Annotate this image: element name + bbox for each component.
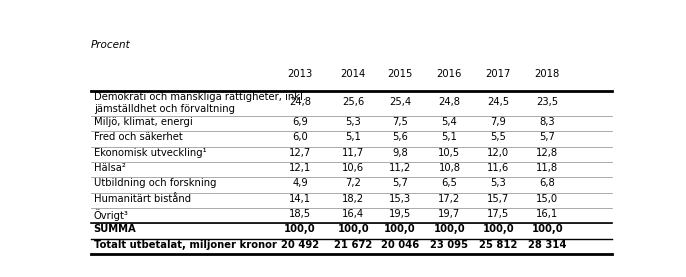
Text: 5,3: 5,3 <box>345 117 361 127</box>
Text: 25 812: 25 812 <box>479 240 517 250</box>
Text: 11,7: 11,7 <box>342 148 364 158</box>
Text: SUMMA: SUMMA <box>94 224 137 234</box>
Text: Humanitärt bistånd: Humanitärt bistånd <box>94 194 191 204</box>
Text: 2015: 2015 <box>388 70 413 79</box>
Text: 5,6: 5,6 <box>392 132 408 142</box>
Text: 12,0: 12,0 <box>487 148 510 158</box>
Text: 18,5: 18,5 <box>289 209 311 219</box>
Text: 100,0: 100,0 <box>384 224 416 234</box>
Text: 2014: 2014 <box>340 70 366 79</box>
Text: 17,5: 17,5 <box>487 209 510 219</box>
Text: Övrigt³: Övrigt³ <box>94 209 128 221</box>
Text: 100,0: 100,0 <box>338 224 369 234</box>
Text: 15,7: 15,7 <box>487 194 510 204</box>
Text: 23 095: 23 095 <box>430 240 469 250</box>
Text: 10,6: 10,6 <box>342 163 364 173</box>
Text: 6,0: 6,0 <box>292 132 308 142</box>
Text: 100,0: 100,0 <box>284 224 316 234</box>
Text: 8,3: 8,3 <box>539 117 555 127</box>
Text: Demokrati och mänskliga rättigheter, inkl.: Demokrati och mänskliga rättigheter, ink… <box>94 92 306 102</box>
Text: 28 314: 28 314 <box>528 240 567 250</box>
Text: 6,5: 6,5 <box>442 178 458 188</box>
Text: 9,8: 9,8 <box>392 148 408 158</box>
Text: 12,1: 12,1 <box>289 163 311 173</box>
Text: Miljö, klimat, energi: Miljö, klimat, energi <box>94 117 193 127</box>
Text: 2013: 2013 <box>287 70 313 79</box>
Text: jämställdhet och förvaltning: jämställdhet och förvaltning <box>94 104 235 114</box>
Text: 5,4: 5,4 <box>442 117 458 127</box>
Text: 11,2: 11,2 <box>389 163 411 173</box>
Text: 18,2: 18,2 <box>342 194 364 204</box>
Text: 17,2: 17,2 <box>438 194 460 204</box>
Text: 14,1: 14,1 <box>289 194 311 204</box>
Text: 6,9: 6,9 <box>292 117 308 127</box>
Text: 7,5: 7,5 <box>392 117 408 127</box>
Text: 16,1: 16,1 <box>536 209 558 219</box>
Text: Fred och säkerhet: Fred och säkerhet <box>94 132 182 142</box>
Text: 25,6: 25,6 <box>342 97 364 107</box>
Text: Hälsa²: Hälsa² <box>94 163 126 173</box>
Text: 6,8: 6,8 <box>539 178 555 188</box>
Text: 23,5: 23,5 <box>536 97 558 107</box>
Text: 21 672: 21 672 <box>334 240 372 250</box>
Text: 19,5: 19,5 <box>389 209 411 219</box>
Text: 7,2: 7,2 <box>345 178 361 188</box>
Text: 2017: 2017 <box>486 70 511 79</box>
Text: 11,6: 11,6 <box>487 163 510 173</box>
Text: 5,3: 5,3 <box>490 178 506 188</box>
Text: 5,5: 5,5 <box>490 132 506 142</box>
Text: 15,3: 15,3 <box>389 194 411 204</box>
Text: 24,8: 24,8 <box>438 97 460 107</box>
Text: Ekonomisk utveckling¹: Ekonomisk utveckling¹ <box>94 148 206 158</box>
Text: 100,0: 100,0 <box>482 224 514 234</box>
Text: 16,4: 16,4 <box>342 209 364 219</box>
Text: 5,1: 5,1 <box>442 132 458 142</box>
Text: 100,0: 100,0 <box>532 224 563 234</box>
Text: Utbildning och forskning: Utbildning och forskning <box>94 178 216 188</box>
Text: Procent: Procent <box>91 40 131 50</box>
Text: 5,7: 5,7 <box>392 178 408 188</box>
Text: 10,5: 10,5 <box>438 148 460 158</box>
Text: 20 492: 20 492 <box>281 240 319 250</box>
Text: 25,4: 25,4 <box>389 97 411 107</box>
Text: 24,5: 24,5 <box>487 97 510 107</box>
Text: 5,1: 5,1 <box>345 132 361 142</box>
Text: Totalt utbetalat, miljoner kronor: Totalt utbetalat, miljoner kronor <box>94 240 276 250</box>
Text: 20 046: 20 046 <box>381 240 419 250</box>
Text: 2018: 2018 <box>534 70 560 79</box>
Text: 19,7: 19,7 <box>438 209 460 219</box>
Text: 2016: 2016 <box>437 70 462 79</box>
Text: 15,0: 15,0 <box>536 194 558 204</box>
Text: 7,9: 7,9 <box>490 117 506 127</box>
Text: 10,8: 10,8 <box>438 163 460 173</box>
Text: 24,8: 24,8 <box>289 97 311 107</box>
Text: 11,8: 11,8 <box>536 163 558 173</box>
Text: 12,7: 12,7 <box>289 148 311 158</box>
Text: 12,8: 12,8 <box>536 148 558 158</box>
Text: 4,9: 4,9 <box>292 178 308 188</box>
Text: 100,0: 100,0 <box>434 224 465 234</box>
Text: 5,7: 5,7 <box>539 132 555 142</box>
